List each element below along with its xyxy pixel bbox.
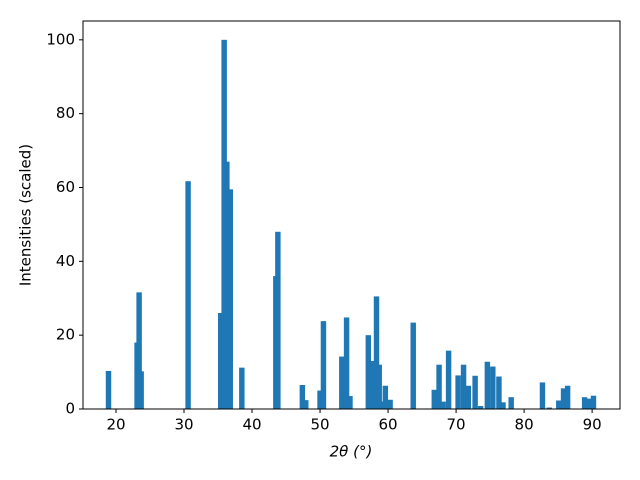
y-tick-label: 80 xyxy=(56,104,75,122)
bar xyxy=(556,400,562,409)
bar xyxy=(460,364,467,409)
bar xyxy=(387,399,393,409)
bar xyxy=(136,292,142,409)
bar xyxy=(227,189,233,409)
x-tick-label: 90 xyxy=(583,416,602,434)
bar xyxy=(303,400,309,409)
y-tick-label: 40 xyxy=(56,252,75,270)
bar xyxy=(320,321,327,409)
x-axis-label: 2θ (°) xyxy=(330,443,373,461)
y-axis-label: Intensities (scaled) xyxy=(17,144,35,286)
bar xyxy=(239,367,245,409)
x-tick-label: 30 xyxy=(174,416,193,434)
bar xyxy=(369,361,375,409)
bar xyxy=(546,407,552,409)
bar xyxy=(465,385,472,409)
bar xyxy=(590,395,597,409)
bar xyxy=(581,397,588,409)
bar xyxy=(138,371,144,409)
bar xyxy=(508,397,514,409)
x-tick-label: 60 xyxy=(379,416,398,434)
bar xyxy=(218,313,224,409)
bar xyxy=(539,382,546,409)
x-tick-label: 20 xyxy=(106,416,125,434)
bar xyxy=(472,375,478,409)
x-tick-label: 80 xyxy=(515,416,534,434)
bar xyxy=(436,364,442,409)
y-tick-label: 0 xyxy=(65,400,75,418)
bar xyxy=(373,296,380,409)
x-tick-label: 50 xyxy=(310,416,329,434)
bar xyxy=(105,370,112,409)
y-tick-label: 100 xyxy=(46,30,75,48)
bar xyxy=(365,335,372,409)
bar xyxy=(484,361,491,409)
bar xyxy=(586,398,593,409)
y-tick-label: 60 xyxy=(56,178,75,196)
bar xyxy=(560,388,567,409)
bar xyxy=(500,402,506,409)
bar xyxy=(564,385,571,409)
bar xyxy=(299,385,306,409)
x-tick-label: 40 xyxy=(242,416,261,434)
bar xyxy=(275,231,281,409)
bar xyxy=(339,356,345,409)
bar xyxy=(496,376,502,409)
bar xyxy=(347,396,353,409)
bar xyxy=(440,401,446,409)
x-tick-label: 70 xyxy=(447,416,466,434)
bar xyxy=(376,364,382,409)
bar xyxy=(382,385,389,409)
plot-frame xyxy=(82,20,621,410)
bar xyxy=(445,350,452,409)
bar xyxy=(410,322,416,409)
bar xyxy=(185,181,191,409)
bar xyxy=(455,375,461,409)
bar xyxy=(224,161,230,409)
bar xyxy=(431,389,438,409)
bar xyxy=(343,317,350,409)
bar xyxy=(490,366,496,409)
bar xyxy=(317,390,323,409)
y-tick-label: 20 xyxy=(56,326,75,344)
bar xyxy=(477,406,484,409)
